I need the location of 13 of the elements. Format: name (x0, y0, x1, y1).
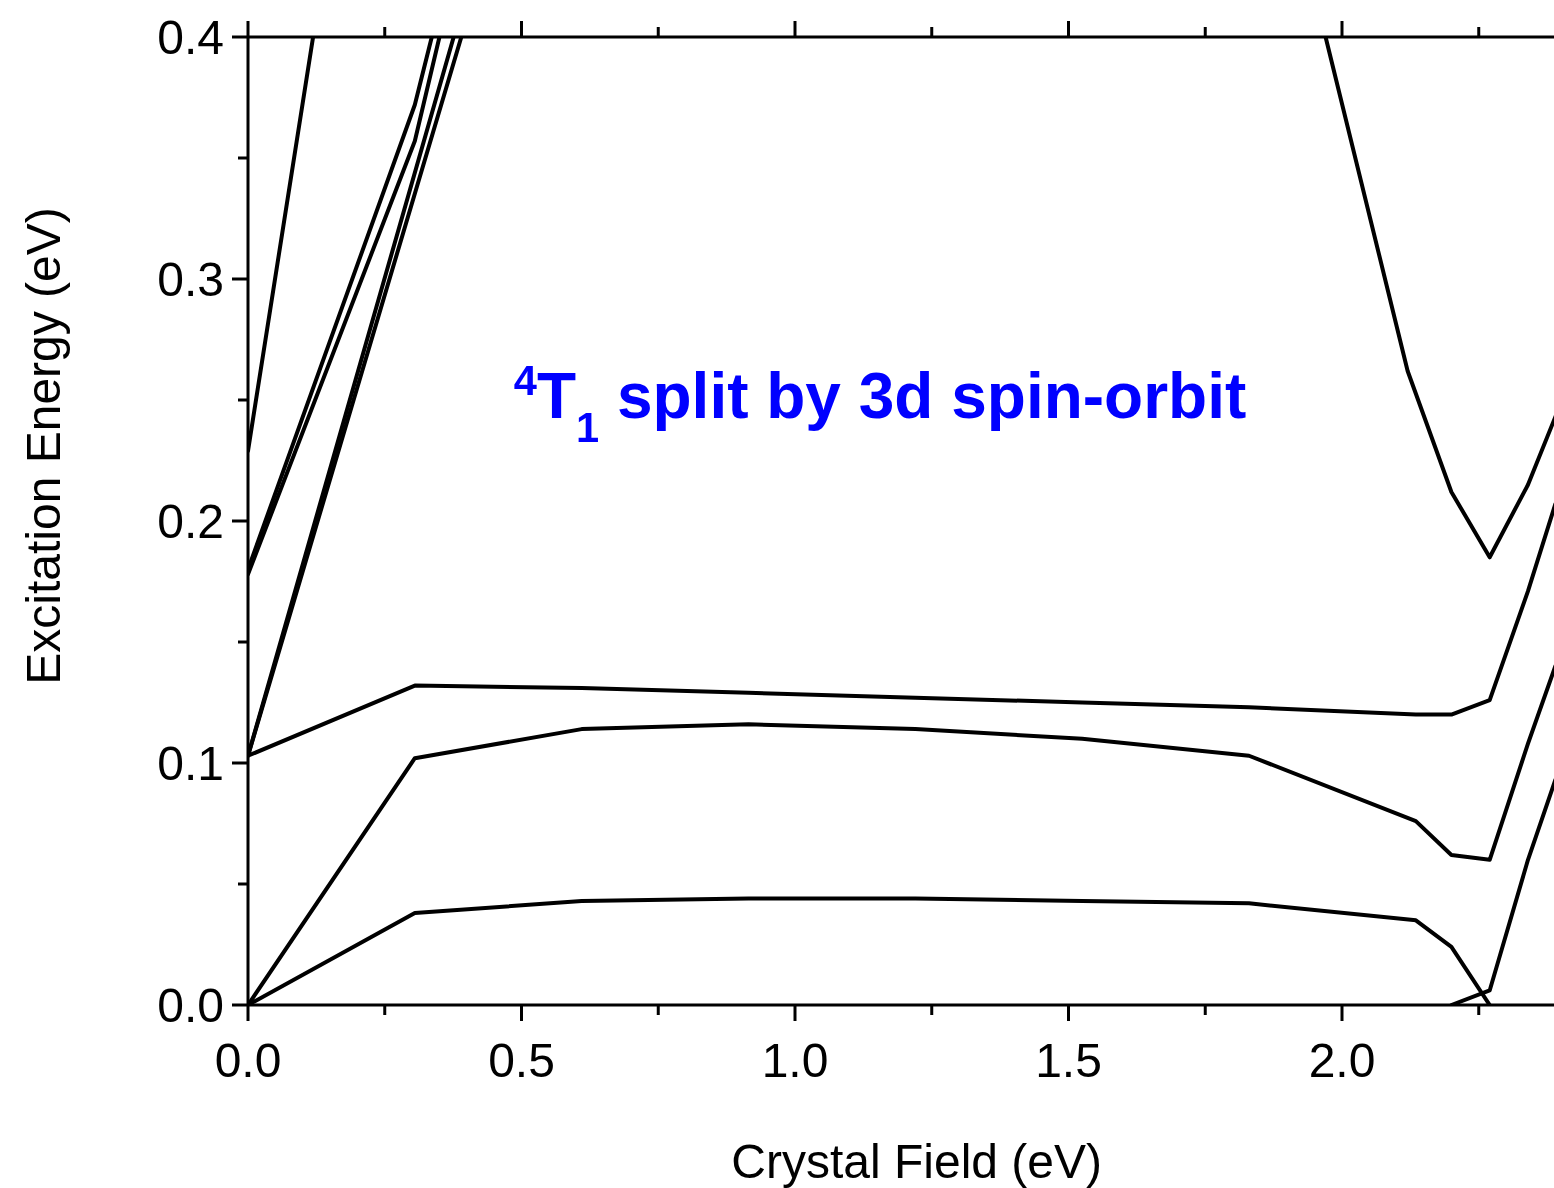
x-tick-label: 0.0 (214, 1034, 282, 1087)
x-axis-title: Crystal Field (eV) (731, 1135, 1103, 1188)
y-tick-label: 0.0 (157, 978, 224, 1032)
x-tick-label: 0.5 (488, 1034, 555, 1087)
x-tick-label: 1.0 (761, 1034, 829, 1087)
y-axis-title: Excitation Energy (eV) (17, 207, 70, 685)
y-tick-label: 0.3 (157, 252, 224, 306)
x-tick-label: 1.5 (1035, 1034, 1102, 1087)
y-tick-label: 0.1 (157, 736, 224, 790)
y-tick-label: 0.4 (157, 10, 224, 64)
annotation: $^{4}$T$_{1}$ split by 3d spin-orbit (513, 356, 1247, 451)
x-tick-label: 2.0 (1308, 1034, 1376, 1087)
y-tick-label: 0.2 (157, 494, 224, 548)
